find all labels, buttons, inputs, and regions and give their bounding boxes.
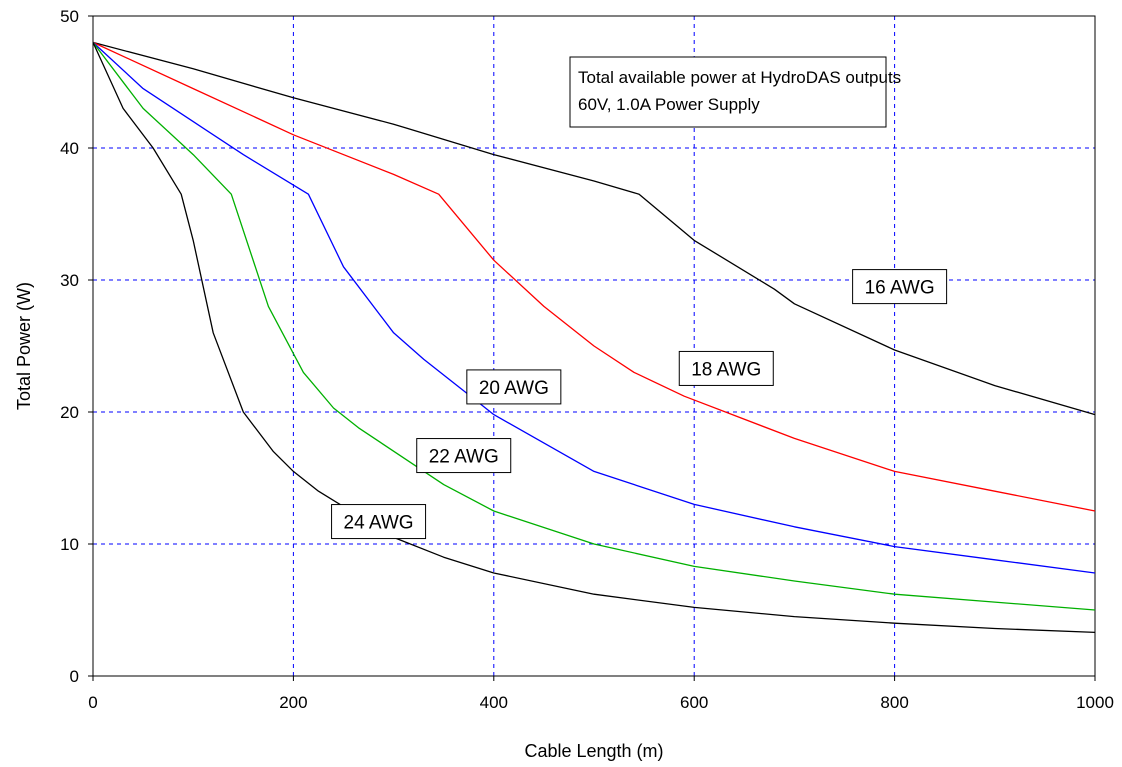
series-line-20-awg — [92, 41, 1096, 574]
x-tick-label-600: 600 — [680, 693, 708, 712]
y-tick-label-20: 20 — [60, 403, 79, 422]
series-label-box-20-awg — [466, 369, 562, 405]
y-tick-label-40: 40 — [60, 139, 79, 158]
y-tick-label-30: 30 — [60, 271, 79, 290]
series-label-box-18-awg — [678, 350, 774, 386]
series-label-box-22-awg — [416, 438, 512, 474]
x-tick-label-200: 200 — [279, 693, 307, 712]
axis-ticks: 0 200 400 600 800 1000 0 10 20 30 40 50 — [60, 7, 1114, 712]
y-axis-title: Total Power (W) — [14, 282, 34, 410]
y-tick-label-10: 10 — [60, 535, 79, 554]
series-labels: 16 AWG 18 AWG 20 AWG 22 AWG 24 AWG — [331, 269, 948, 540]
series-label-20-awg: 20 AWG — [479, 378, 549, 399]
series-line-24-awg — [92, 42, 1096, 634]
annotation-box — [569, 56, 887, 128]
series-label-16-awg: 16 AWG — [865, 278, 935, 299]
series-label-box-24-awg — [331, 504, 427, 540]
series-line-16-awg — [92, 41, 1096, 416]
series-label-18-awg: 18 AWG — [691, 359, 761, 380]
y-tick-label-0: 0 — [70, 667, 79, 686]
series-line-18-awg — [92, 41, 1096, 512]
x-tick-label-0: 0 — [88, 693, 97, 712]
x-tick-label-400: 400 — [480, 693, 508, 712]
annotation-line-1: Total available power at HydroDAS output… — [578, 68, 901, 87]
annotation-line-2: 60V, 1.0A Power Supply — [578, 95, 760, 114]
x-tick-label-800: 800 — [880, 693, 908, 712]
series-label-24-awg: 24 AWG — [344, 513, 414, 534]
series-label-box-16-awg — [852, 269, 948, 305]
series-label-22-awg: 22 AWG — [429, 447, 499, 468]
series-lines — [92, 41, 1096, 634]
x-axis-title: Cable Length (m) — [524, 741, 663, 761]
plot-frame — [92, 15, 1096, 677]
x-tick-label-1000: 1000 — [1076, 693, 1114, 712]
y-tick-label-50: 50 — [60, 7, 79, 26]
series-line-22-awg — [92, 42, 1096, 611]
